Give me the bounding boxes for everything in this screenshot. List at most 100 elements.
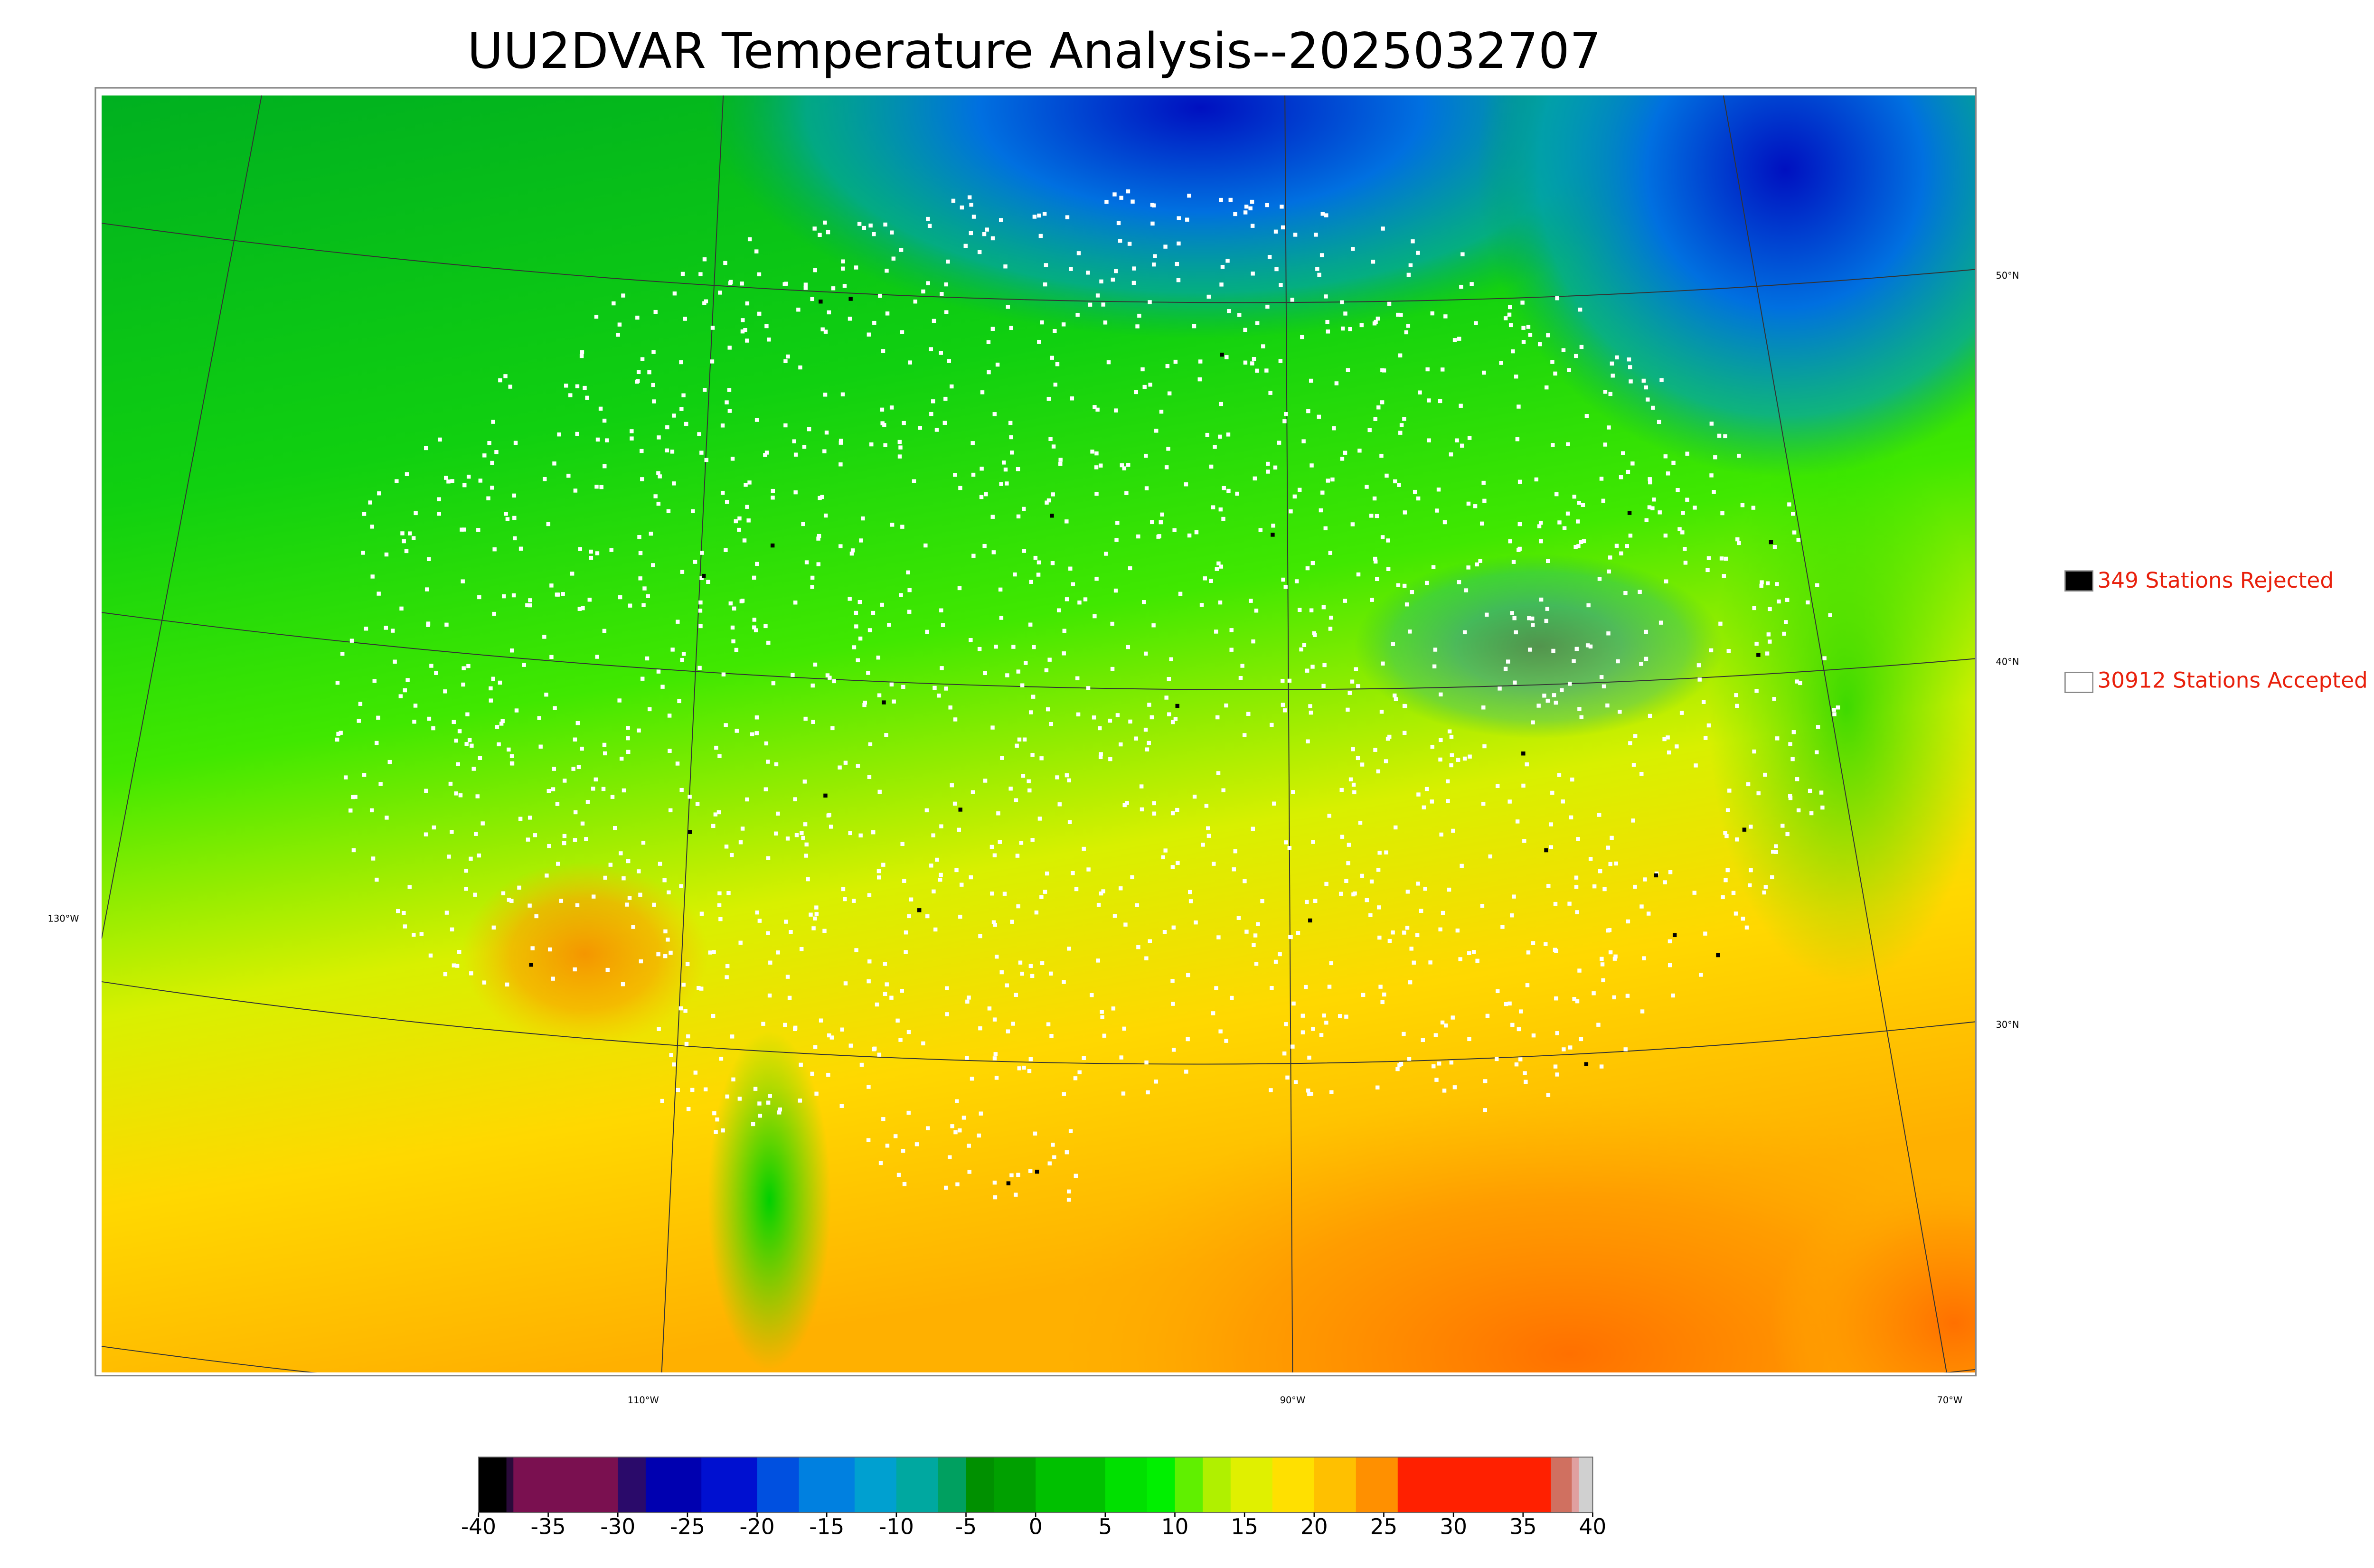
station-dot xyxy=(1076,251,1081,255)
station-dot xyxy=(512,516,517,520)
station-dot xyxy=(901,685,905,689)
station-dot xyxy=(1015,743,1019,748)
station-dot xyxy=(899,593,903,597)
station-dot xyxy=(992,412,997,416)
station-dot xyxy=(1340,300,1344,304)
station-dot xyxy=(1725,868,1730,873)
station-dot xyxy=(1348,777,1353,781)
station-dot xyxy=(1150,221,1155,226)
station-dot xyxy=(1554,700,1558,705)
station-dot xyxy=(904,930,908,935)
station-dot xyxy=(747,480,752,485)
station-dot xyxy=(528,816,532,820)
station-dot xyxy=(1311,1027,1315,1031)
station-dot xyxy=(637,535,641,539)
station-dot xyxy=(1579,715,1583,719)
station-dot xyxy=(1712,490,1716,494)
station-dot xyxy=(803,282,808,287)
station-dot xyxy=(1309,378,1313,383)
station-dot xyxy=(1576,837,1580,841)
station-dot xyxy=(1028,1169,1033,1173)
station-dot xyxy=(385,816,389,820)
station-dot xyxy=(1178,592,1183,596)
station-dot xyxy=(1031,695,1036,699)
station-dot xyxy=(678,1006,683,1011)
station-dot xyxy=(1255,368,1259,373)
station-dot xyxy=(1545,698,1550,703)
station-dot xyxy=(1029,710,1033,714)
station-dot xyxy=(1628,741,1632,745)
station-dot xyxy=(960,883,964,887)
station-dot xyxy=(838,462,843,467)
station-dot xyxy=(1254,609,1259,613)
station-dot xyxy=(1045,871,1049,876)
station-dot xyxy=(1623,591,1628,595)
station-dot xyxy=(1613,954,1618,959)
station-dot xyxy=(1427,438,1431,442)
station-dot xyxy=(1096,958,1101,963)
station-dot xyxy=(999,482,1003,486)
station-dot xyxy=(1539,597,1544,602)
station-dot xyxy=(1734,693,1738,697)
station-dot xyxy=(885,1144,890,1148)
station-dot xyxy=(549,655,554,659)
station-dot xyxy=(1218,434,1222,439)
station-dot xyxy=(1131,281,1136,285)
station-dot xyxy=(1385,473,1389,478)
station-dot xyxy=(456,762,460,767)
station-dot xyxy=(1412,960,1416,965)
station-dot xyxy=(1432,664,1437,668)
station-dot xyxy=(823,793,828,798)
station-dot xyxy=(927,224,932,228)
colorbar-tick-label: -20 xyxy=(740,1514,775,1539)
station-dot xyxy=(1457,337,1461,341)
station-dot xyxy=(1305,668,1309,673)
station-dot xyxy=(619,851,623,855)
station-dot xyxy=(1452,338,1457,342)
station-dot xyxy=(1188,899,1193,903)
station-dot xyxy=(1606,845,1611,850)
station-dot xyxy=(931,399,935,404)
station-dot xyxy=(1575,519,1580,524)
station-dot xyxy=(880,602,884,607)
station-dot xyxy=(1631,763,1636,767)
station-dot xyxy=(1032,215,1037,219)
station-dot xyxy=(568,393,573,397)
station-dot xyxy=(1282,1051,1287,1056)
station-dot xyxy=(1701,700,1706,704)
station-dot xyxy=(785,975,790,979)
station-dot xyxy=(1508,539,1512,544)
station-dot xyxy=(1067,778,1071,783)
station-dot xyxy=(990,327,995,331)
station-dot xyxy=(841,266,845,271)
station-dot xyxy=(1600,962,1605,967)
station-dot xyxy=(1246,712,1251,716)
station-dot xyxy=(603,464,607,469)
station-dot xyxy=(1266,461,1270,466)
station-dot xyxy=(1438,399,1442,404)
station-dot xyxy=(1438,927,1442,932)
station-dot xyxy=(490,486,494,490)
station-dot xyxy=(1092,715,1096,720)
station-dot xyxy=(396,909,400,913)
station-dot xyxy=(734,519,738,524)
station-dot xyxy=(989,845,994,849)
station-dot xyxy=(1549,845,1554,849)
station-dot xyxy=(954,868,959,873)
station-dot xyxy=(785,836,790,841)
station-dot xyxy=(1192,324,1196,329)
station-dot xyxy=(1199,603,1204,607)
station-dot xyxy=(1517,522,1522,526)
station-dot xyxy=(1186,973,1190,977)
station-dot xyxy=(1340,835,1345,839)
station-dot xyxy=(1527,616,1531,620)
station-dot xyxy=(1119,196,1123,200)
station-dot xyxy=(1666,471,1670,476)
station-dot xyxy=(977,647,982,651)
station-dot xyxy=(641,840,646,845)
station-dot xyxy=(402,539,406,544)
station-dot xyxy=(1151,623,1156,628)
station-dot xyxy=(1222,486,1226,490)
station-dot xyxy=(576,765,581,769)
station-dot xyxy=(724,723,728,727)
